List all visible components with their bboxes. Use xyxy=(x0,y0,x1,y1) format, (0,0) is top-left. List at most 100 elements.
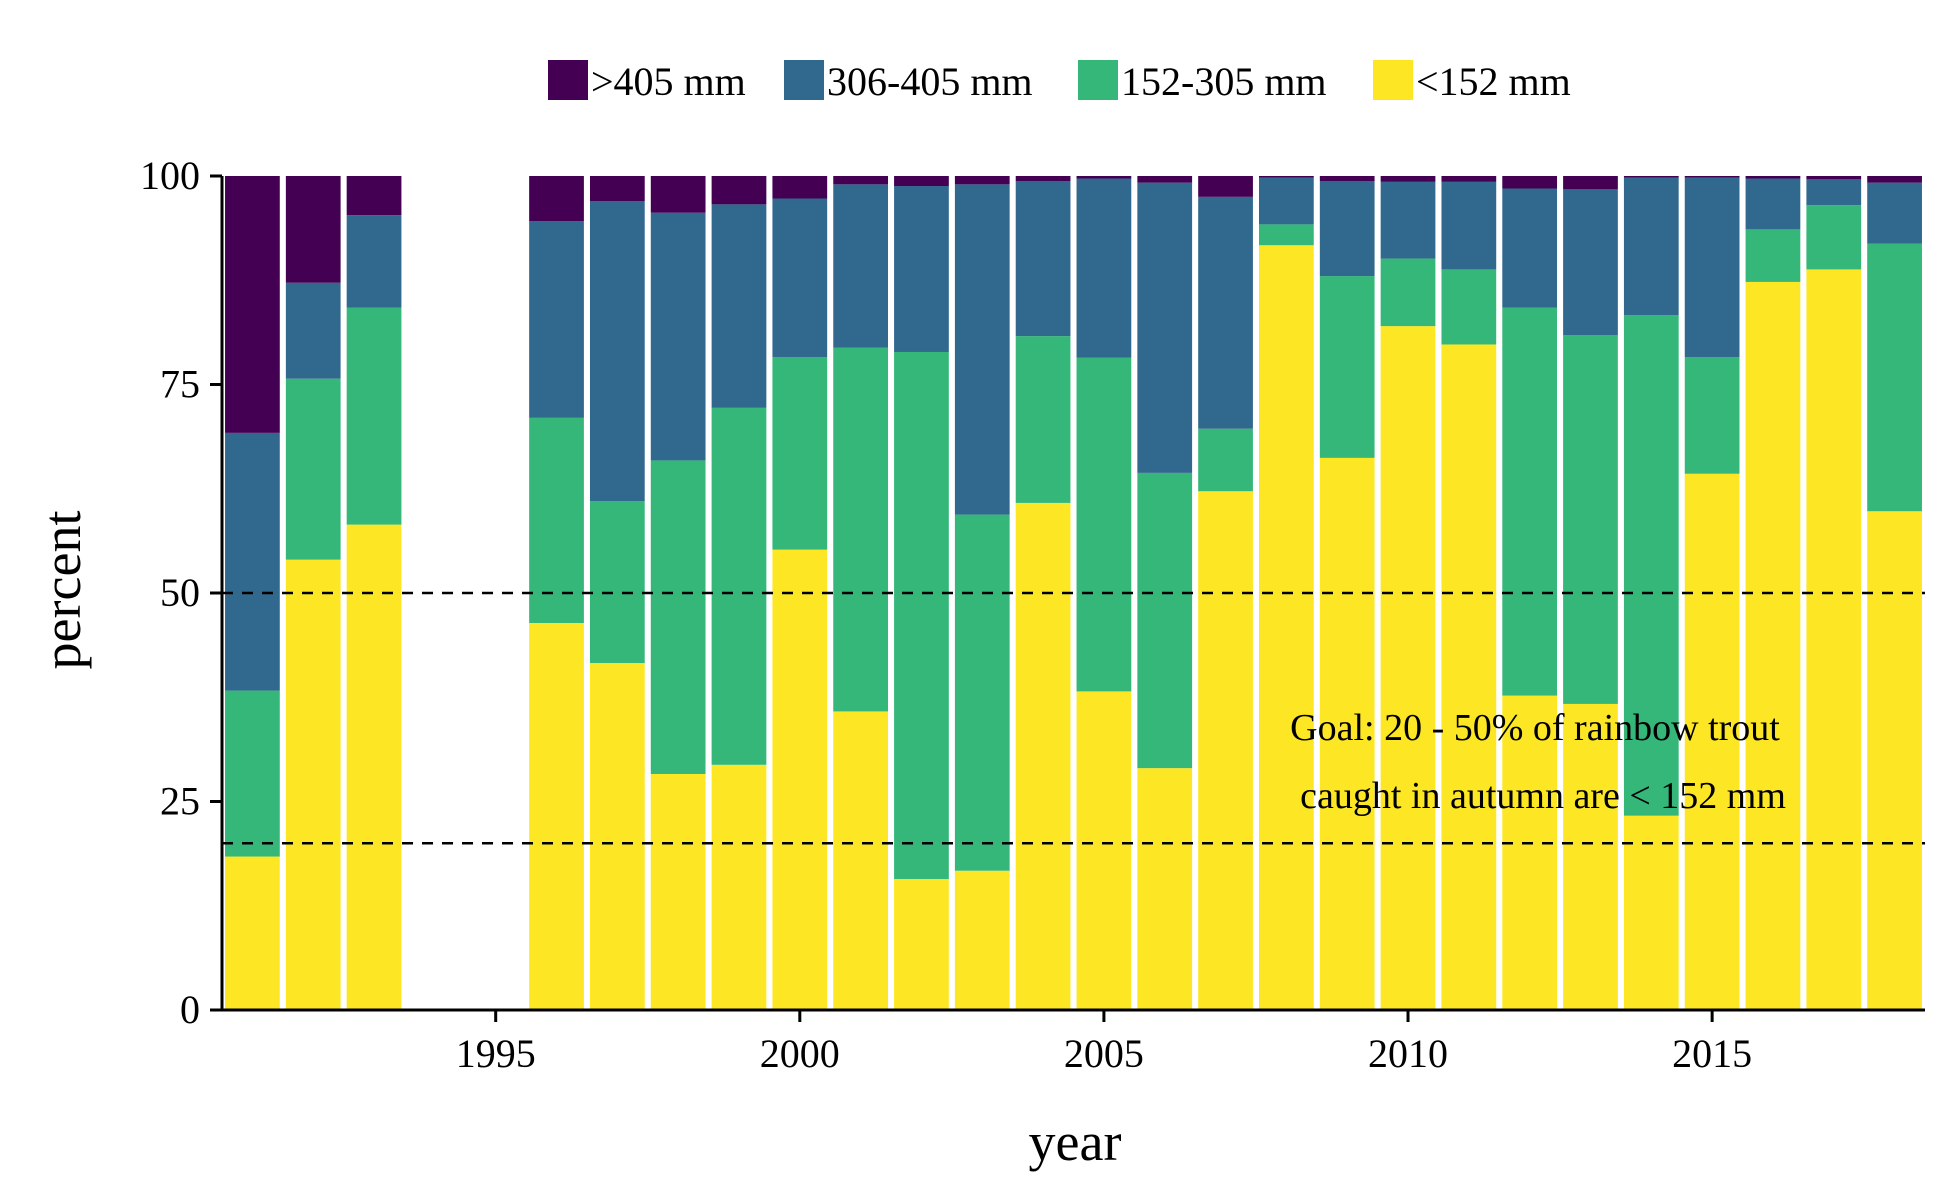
bar-segment xyxy=(1441,181,1497,270)
bar-segment xyxy=(1441,269,1497,345)
bar-segment xyxy=(346,307,402,525)
bar-segment xyxy=(1623,177,1679,316)
y-axis-title: percent xyxy=(32,511,92,670)
bar-segment xyxy=(772,198,828,357)
x-tick-label: 2015 xyxy=(1672,1031,1752,1076)
bar-segment xyxy=(1867,243,1922,512)
y-tick-label: 25 xyxy=(160,779,200,824)
bar-segment xyxy=(225,432,280,691)
bar-segment xyxy=(1806,176,1862,180)
bar-segment xyxy=(1623,176,1679,178)
legend-label: <152 mm xyxy=(1416,59,1571,104)
bar-segment xyxy=(346,215,402,308)
bar-segment xyxy=(1137,768,1193,1010)
bar-segment xyxy=(1563,189,1618,336)
bar-segment xyxy=(1259,245,1314,1011)
bar-segment xyxy=(894,186,949,352)
bar-segment xyxy=(1137,182,1193,473)
bar-segment xyxy=(225,690,280,857)
bar-segment xyxy=(833,176,888,185)
bar-segment xyxy=(1137,176,1193,183)
y-tick-label: 100 xyxy=(140,153,200,198)
bar-segment xyxy=(1441,344,1497,1011)
bar-segment xyxy=(285,282,341,379)
bar-segment xyxy=(1198,428,1253,492)
bar-segment xyxy=(1867,511,1922,1010)
x-tick-label: 2005 xyxy=(1064,1031,1144,1076)
bar-segment xyxy=(772,549,828,1010)
bar-segment xyxy=(1563,335,1618,704)
bar-segment xyxy=(1806,269,1862,1010)
x-axis-title: year xyxy=(1029,1112,1122,1172)
bar-segment xyxy=(1015,176,1071,181)
y-tick-label: 75 xyxy=(160,362,200,407)
bar-segment xyxy=(650,773,706,1010)
legend-label: >405 mm xyxy=(591,59,746,104)
bar-segment xyxy=(285,378,341,560)
bar-segment xyxy=(954,184,1010,515)
x-tick-label: 2010 xyxy=(1368,1031,1448,1076)
bar-segment xyxy=(1319,457,1375,1010)
x-tick-label: 1995 xyxy=(456,1031,536,1076)
bar-segment xyxy=(346,176,402,216)
bar-segment xyxy=(1076,176,1132,179)
bar-segment xyxy=(1319,276,1375,458)
bar-segment xyxy=(1015,181,1071,337)
bar-segment xyxy=(1623,315,1679,816)
bar-segment xyxy=(833,184,888,348)
bar-segment xyxy=(1319,181,1375,277)
bar-segment xyxy=(1319,176,1375,181)
legend-swatch xyxy=(784,60,824,100)
bar-segment xyxy=(1198,196,1253,429)
bar-segment xyxy=(1015,502,1071,1010)
bar-segment xyxy=(1380,326,1436,1010)
bar-segment xyxy=(1380,176,1436,182)
bar-segment xyxy=(1806,205,1862,270)
bar-segment xyxy=(529,417,584,624)
bar-segment xyxy=(589,663,645,1010)
bar-segment xyxy=(589,501,645,664)
axes: 1995 2000 2005 2010 2015 0 25 50 75 100 xyxy=(140,153,1925,1076)
bar-segment xyxy=(1380,181,1436,259)
x-tick-label: 2000 xyxy=(760,1031,840,1076)
bar-segment xyxy=(894,176,949,187)
bar-segment xyxy=(1076,357,1132,692)
bar-segment xyxy=(1684,176,1740,178)
bar-segment xyxy=(1867,176,1922,183)
bar-segment xyxy=(1623,815,1679,1010)
bar-segment xyxy=(711,407,767,765)
bar-segment xyxy=(285,559,341,1010)
bar-segment xyxy=(1259,224,1314,246)
bar-segment xyxy=(1137,472,1193,769)
bar-segment xyxy=(772,356,828,550)
bar-segment xyxy=(1502,188,1558,308)
bar-segment xyxy=(1502,307,1558,696)
bar-segment xyxy=(772,176,828,199)
bar-segment xyxy=(954,514,1010,871)
bar-segment xyxy=(833,347,888,712)
bar-segment xyxy=(954,870,1010,1010)
bar-segment xyxy=(954,176,1010,185)
bar-segment xyxy=(1198,491,1253,1010)
legend: >405 mm 306-405 mm 152-305 mm <152 mm xyxy=(548,59,1571,104)
bar-segment xyxy=(589,176,645,202)
bar-segment xyxy=(1198,176,1253,197)
bar-segment xyxy=(711,764,767,1010)
bar-segment xyxy=(285,176,341,283)
bar-segment xyxy=(1745,178,1801,230)
y-tick-label: 50 xyxy=(160,570,200,615)
bar-segment xyxy=(833,711,888,1010)
y-tick-label: 0 xyxy=(180,987,200,1032)
bar-segment xyxy=(1684,356,1740,474)
reference-lines xyxy=(222,591,1925,845)
bar-segment xyxy=(711,176,767,205)
annotation-line: caught in autumn are < 152 mm xyxy=(1300,775,1786,817)
bar-segment xyxy=(1563,703,1618,1010)
bar-segment xyxy=(1684,473,1740,1010)
annotation-line: Goal: 20 - 50% of rainbow trout xyxy=(1290,707,1780,749)
bar-segment xyxy=(711,204,767,408)
bar-segment xyxy=(1259,176,1314,178)
bar-segment xyxy=(529,623,584,1010)
